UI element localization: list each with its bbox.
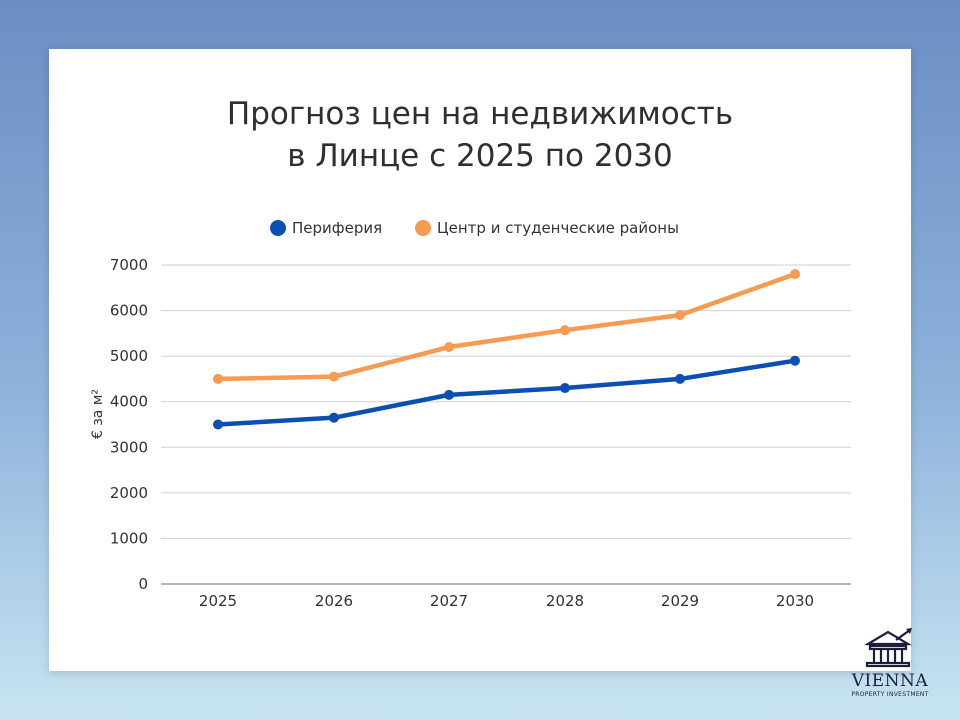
chart-title: Прогноз цен на недвижимость в Линце с 20… bbox=[0, 93, 960, 177]
x-tick-label: 2029 bbox=[661, 592, 699, 610]
data-point bbox=[444, 389, 454, 400]
y-tick-label: 2000 bbox=[110, 484, 148, 502]
logo-name: VIENNA bbox=[851, 671, 929, 691]
y-tick-label: 0 bbox=[138, 575, 148, 593]
data-point bbox=[329, 412, 339, 423]
data-point bbox=[790, 355, 800, 366]
data-point bbox=[790, 269, 800, 280]
legend-label-2: Центр и студенческие районы bbox=[437, 219, 679, 237]
series-line-2 bbox=[215, 271, 798, 382]
legend-label-1: Периферия bbox=[292, 219, 382, 237]
x-tick-label: 2027 bbox=[430, 592, 468, 610]
data-point bbox=[213, 419, 223, 430]
x-tick-label: 2025 bbox=[199, 592, 237, 610]
chart-title-line-2: в Линце с 2025 по 2030 bbox=[287, 138, 673, 174]
x-tick-label: 2028 bbox=[546, 592, 584, 610]
chart-card bbox=[49, 49, 911, 671]
chart-title-line-1: Прогноз цен на недвижимость bbox=[226, 96, 734, 132]
data-point bbox=[213, 373, 223, 384]
legend-marker-2 bbox=[415, 220, 431, 236]
legend-marker-1 bbox=[270, 220, 286, 236]
x-tick-label: 2026 bbox=[315, 592, 353, 610]
data-point bbox=[675, 373, 685, 384]
data-point bbox=[560, 383, 570, 394]
data-point bbox=[329, 371, 339, 382]
bank-building-icon bbox=[864, 628, 912, 668]
y-tick-label: 4000 bbox=[110, 393, 148, 411]
y-tick-label: 6000 bbox=[110, 302, 148, 320]
data-point bbox=[675, 310, 685, 321]
y-axis-label: € за м² bbox=[90, 389, 106, 439]
x-tick-label: 2030 bbox=[776, 592, 814, 610]
y-tick-label: 5000 bbox=[110, 347, 148, 365]
series-line-1 bbox=[215, 358, 798, 427]
logo-tagline: PROPERTY INVESTMENT bbox=[851, 691, 929, 698]
y-tick-label: 1000 bbox=[110, 529, 148, 547]
y-tick-label: 7000 bbox=[110, 256, 148, 274]
vienna-logo: VIENNA PROPERTY INVESTMENT bbox=[840, 626, 940, 706]
data-point bbox=[444, 342, 454, 353]
y-tick-label: 3000 bbox=[110, 438, 148, 456]
data-point bbox=[560, 325, 570, 336]
